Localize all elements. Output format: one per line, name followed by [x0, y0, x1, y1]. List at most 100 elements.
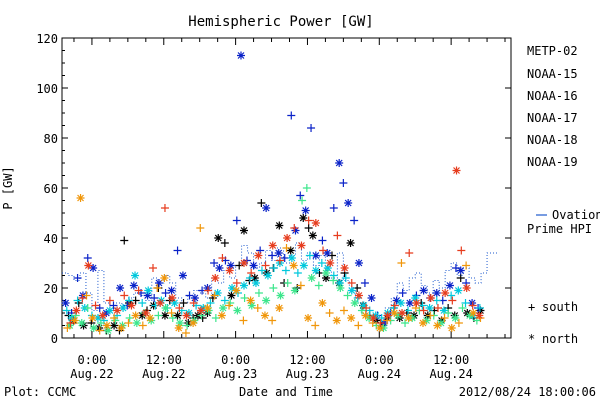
data-point-south — [296, 191, 305, 200]
data-point-north — [246, 296, 255, 305]
data-point-south — [232, 279, 241, 287]
data-point-north — [411, 294, 420, 302]
data-point-north — [452, 166, 461, 175]
series-noaa-15 — [61, 51, 483, 327]
data-point-north — [336, 284, 345, 292]
data-point-north — [156, 299, 165, 307]
data-point-south — [66, 319, 75, 327]
data-point-south — [433, 304, 442, 312]
data-point-north — [89, 264, 98, 272]
data-point-north — [178, 271, 187, 280]
data-point-south — [281, 266, 290, 275]
data-point-north — [239, 259, 248, 267]
data-point-south — [468, 301, 477, 310]
data-point-south — [269, 264, 278, 272]
data-point-north — [254, 251, 263, 260]
data-point-north — [203, 309, 212, 317]
legend-ovation-line2: Prime HPI — [527, 222, 592, 236]
data-point-north — [141, 309, 150, 317]
data-point-south — [95, 304, 104, 312]
data-point-north — [247, 301, 256, 310]
data-point-south — [354, 321, 363, 330]
legend-noaa-15: NOAA-15 — [527, 67, 578, 81]
data-point-north — [262, 296, 271, 305]
x-tick-time: 0:00 — [77, 353, 106, 367]
data-point-north — [346, 239, 355, 247]
data-point-south — [83, 254, 92, 262]
data-point-south — [253, 304, 262, 312]
data-point-north — [147, 316, 156, 325]
data-point-north — [225, 266, 234, 275]
data-point-north — [161, 304, 170, 312]
data-point-south — [343, 291, 352, 300]
data-point-north — [116, 284, 125, 292]
data-point-south — [254, 289, 263, 297]
data-point-north — [456, 266, 465, 275]
data-point-south — [153, 284, 162, 292]
data-point-south — [95, 326, 104, 335]
data-point-south — [296, 281, 305, 290]
legend-south-symbol: + — [528, 300, 535, 314]
data-point-north — [418, 319, 427, 327]
data-point-north — [262, 269, 271, 277]
data-point-north — [77, 319, 86, 327]
data-point-south — [362, 304, 371, 312]
data-point-north — [173, 311, 182, 320]
legend-north-symbol: * — [528, 332, 535, 346]
data-point-south — [268, 251, 277, 260]
data-point-south — [462, 261, 471, 270]
data-point-north — [286, 246, 295, 255]
x-tick-date: Aug.24 — [358, 367, 401, 381]
data-point-north — [72, 306, 81, 315]
data-point-south — [318, 236, 327, 245]
data-point-south — [360, 279, 369, 287]
data-point-north — [170, 299, 179, 307]
data-point-north — [465, 311, 474, 320]
data-point-south — [148, 264, 157, 272]
data-point-north — [213, 289, 222, 297]
data-point-south — [283, 279, 292, 287]
data-point-south — [287, 111, 296, 120]
data-point-south — [448, 296, 457, 305]
data-point-south — [268, 316, 277, 325]
x-tick-time: 12:00 — [433, 353, 469, 367]
data-point-north — [301, 206, 310, 215]
data-point-north — [251, 279, 260, 287]
data-point-south — [307, 124, 316, 132]
legend-noaa-16: NOAA-16 — [527, 89, 578, 103]
series-noaa-18 — [63, 194, 485, 337]
data-point-south — [189, 299, 198, 307]
data-point-north — [275, 221, 284, 230]
data-point-north — [61, 299, 70, 307]
data-point-south — [390, 301, 399, 310]
y-tick-label: 100 — [36, 82, 58, 96]
data-point-north — [304, 314, 313, 322]
data-point-north — [311, 266, 320, 275]
data-point-north — [365, 314, 374, 322]
data-point-north — [215, 264, 224, 272]
data-point-north — [182, 311, 191, 320]
data-point-north — [454, 286, 463, 295]
data-point-south — [239, 316, 248, 325]
data-point-south — [282, 244, 291, 252]
data-point-south — [405, 249, 414, 257]
data-point-north — [132, 319, 141, 327]
x-tick-time: 12:00 — [289, 353, 325, 367]
data-point-north — [396, 299, 405, 307]
data-point-south — [341, 274, 350, 282]
data-point-north — [88, 314, 97, 322]
data-point-north — [237, 51, 246, 60]
data-point-south — [225, 301, 234, 310]
data-point-south — [175, 304, 184, 312]
data-point-south — [298, 196, 307, 205]
data-point-north — [398, 309, 407, 317]
footer-timestamp: 2012/08/24 18:00:06 — [459, 385, 596, 399]
data-point-south — [426, 311, 435, 320]
data-point-north — [211, 274, 220, 282]
data-point-south — [73, 274, 82, 282]
data-point-north — [347, 286, 356, 295]
x-axis: 0:00Aug.2212:00Aug.220:00Aug.2312:00Aug.… — [70, 38, 506, 381]
ovation-prime-hpi-line — [62, 242, 500, 321]
y-tick-label: 80 — [44, 132, 58, 146]
data-point-south — [134, 286, 143, 295]
